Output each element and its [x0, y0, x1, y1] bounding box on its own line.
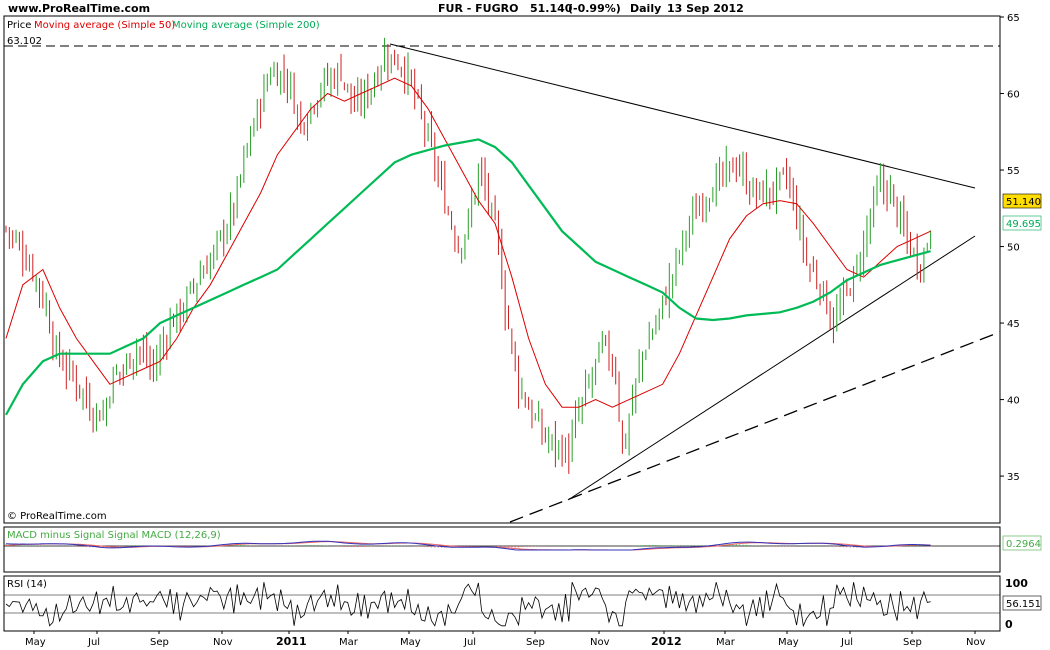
- x-tick-label: Sep: [526, 637, 545, 648]
- y-tick-label: 60: [1007, 90, 1020, 101]
- instrument-name: FUR - FUGRO: [438, 2, 518, 15]
- price-change: (-0.99%): [568, 2, 621, 15]
- x-tick-label: Mar: [339, 637, 359, 648]
- x-tick-label: Jul: [463, 637, 476, 648]
- macd-panel: [3, 526, 1001, 573]
- x-tick-label: May: [400, 637, 421, 648]
- y-tick-label: 55: [1007, 166, 1020, 177]
- x-tick-label: Nov: [590, 637, 610, 648]
- legend-ma200: Moving average (Simple 200): [172, 20, 320, 31]
- rsi-value-label: 56.151: [1006, 599, 1041, 610]
- y-tick-label: 35: [1007, 472, 1020, 483]
- last-price-box: [1002, 193, 1042, 209]
- rsi-panel-title: RSI (14): [7, 579, 47, 590]
- last-price-box-label: 51.140: [1006, 197, 1041, 208]
- ma200-value-box: [1002, 215, 1042, 231]
- y-tick-label: 45: [1007, 319, 1020, 330]
- last-price: 51.140: [530, 2, 573, 15]
- macd-value-label: 0.2964: [1006, 539, 1041, 550]
- rsi-value-box: [1002, 595, 1042, 611]
- chart-date: 13 Sep 2012: [667, 2, 744, 15]
- x-tick-label: Nov: [966, 637, 986, 648]
- macd-panel-title: MACD minus Signal Signal MACD (12,26,9): [7, 530, 221, 541]
- x-tick-label: Mar: [716, 637, 736, 648]
- dashed-support-trendline: [509, 331, 1001, 523]
- legend-price: Price: [7, 20, 31, 31]
- x-tick-label: Jul: [840, 637, 853, 648]
- legend-ma50: Moving average (Simple 50): [34, 20, 175, 31]
- y-tick-label: 65: [1007, 13, 1020, 24]
- x-tick-label: Nov: [213, 637, 233, 648]
- chart-period: Daily: [630, 2, 661, 15]
- ma200-line: [5, 138, 931, 416]
- x-tick-label: Jul: [87, 637, 100, 648]
- x-tick-label: 2011: [276, 635, 307, 648]
- reference-level-label: 63.102: [7, 36, 42, 47]
- rsi-line: [5, 582, 931, 628]
- macd-value-box: [1002, 535, 1042, 551]
- rsi-tick-100: 100: [1005, 577, 1028, 590]
- ascending-trendline: [567, 235, 976, 501]
- descending-trendline: [389, 43, 976, 189]
- y-tick-label: 50: [1007, 243, 1020, 254]
- copyright-text: © ProRealTime.com: [7, 511, 107, 522]
- rsi-tick-0: 0: [1005, 618, 1013, 631]
- y-tick-label: 40: [1007, 396, 1020, 407]
- x-tick-label: Sep: [150, 637, 169, 648]
- price-series: [5, 37, 932, 474]
- x-tick-label: Sep: [903, 637, 922, 648]
- x-tick-label: May: [25, 637, 46, 648]
- x-tick-label: May: [778, 637, 799, 648]
- x-tick-label: 2012: [651, 635, 682, 648]
- site-title: www.ProRealTime.com: [8, 2, 150, 15]
- ma200-value-label: 49.695: [1006, 219, 1041, 230]
- macd-line: [5, 540, 931, 551]
- ma50-line: [5, 77, 931, 408]
